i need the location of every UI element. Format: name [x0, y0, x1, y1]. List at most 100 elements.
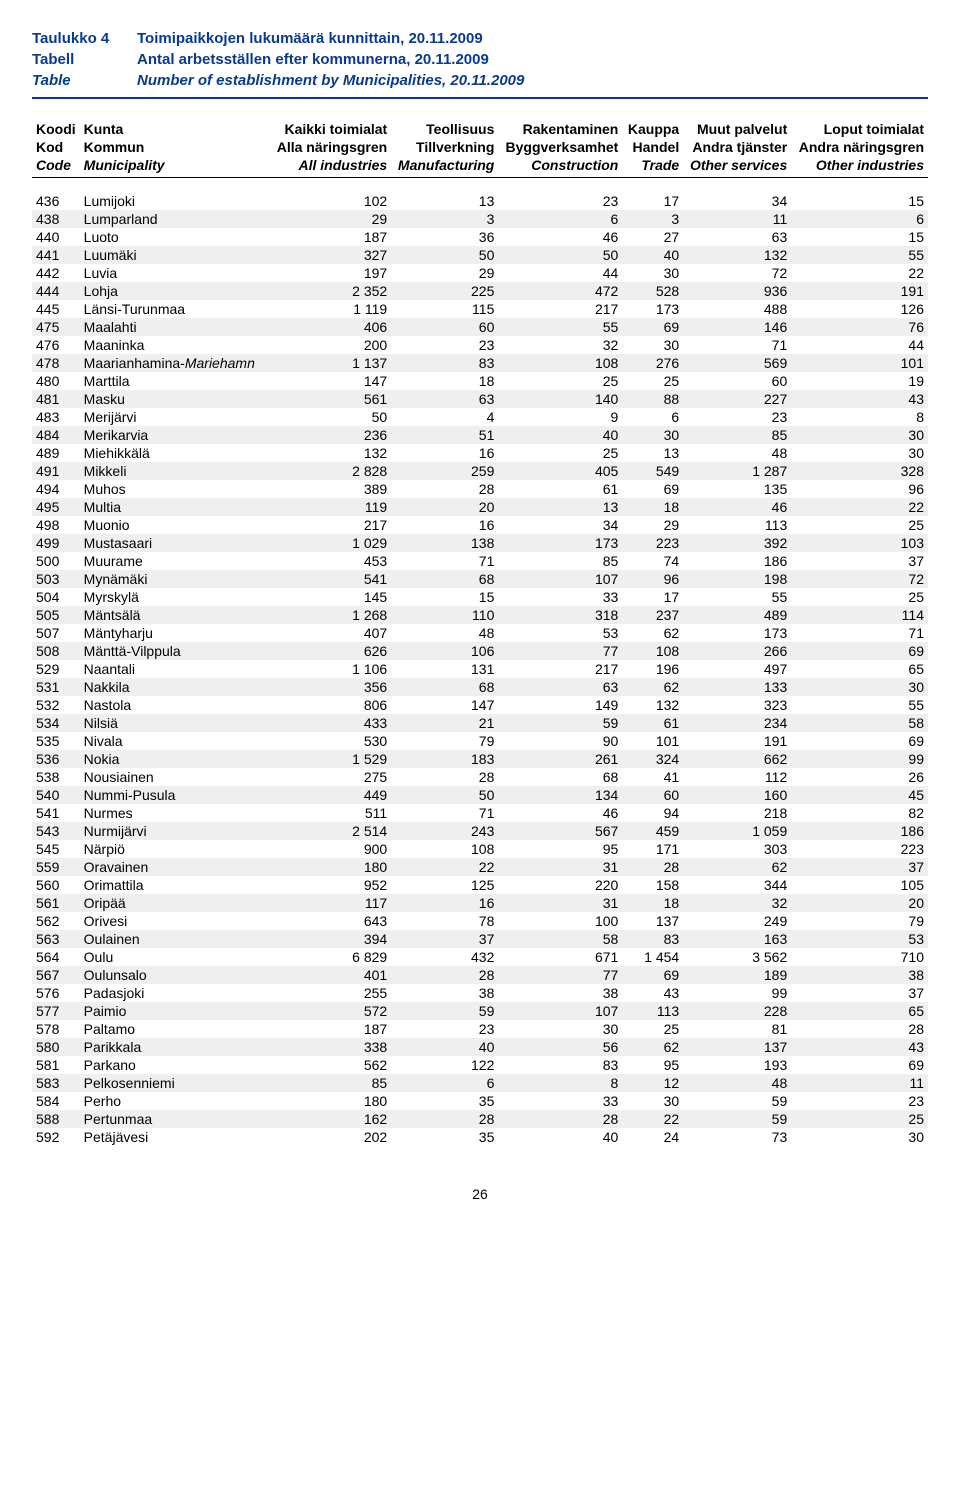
value-cell: 83 [391, 354, 498, 372]
value-cell: 53 [791, 930, 928, 948]
value-cell: 13 [391, 192, 498, 210]
value-cell: 76 [791, 318, 928, 336]
value-cell: 25 [498, 372, 622, 390]
code-cell: 535 [32, 732, 80, 750]
value-cell: 63 [683, 228, 791, 246]
value-cell: 626 [270, 642, 392, 660]
value-cell: 8 [791, 408, 928, 426]
table-row: 494Muhos38928616913596 [32, 480, 928, 498]
header-cell: Other industries [791, 157, 928, 178]
value-cell: 100 [498, 912, 622, 930]
value-cell: 356 [270, 678, 392, 696]
value-cell: 38 [391, 984, 498, 1002]
header-cell: Loput toimialat [791, 121, 928, 139]
code-cell: 540 [32, 786, 80, 804]
code-cell: 584 [32, 1092, 80, 1110]
value-cell: 162 [270, 1110, 392, 1128]
value-cell: 22 [391, 858, 498, 876]
value-cell: 952 [270, 876, 392, 894]
table-row: 535Nivala530799010119169 [32, 732, 928, 750]
code-cell: 505 [32, 606, 80, 624]
name-cell: Masku [80, 390, 270, 408]
value-cell: 146 [683, 318, 791, 336]
name-cell: Nilsiä [80, 714, 270, 732]
value-cell: 17 [622, 588, 683, 606]
table-row: 440Luoto1873646276315 [32, 228, 928, 246]
value-cell: 133 [683, 678, 791, 696]
value-cell: 28 [791, 1020, 928, 1038]
table-row: 476Maaninka2002332307144 [32, 336, 928, 354]
value-cell: 145 [270, 588, 392, 606]
value-cell: 180 [270, 858, 392, 876]
code-cell: 503 [32, 570, 80, 588]
value-cell: 567 [498, 822, 622, 840]
value-cell: 3 562 [683, 948, 791, 966]
value-cell: 71 [683, 336, 791, 354]
table-row: 500Muurame45371857418637 [32, 552, 928, 570]
title-en: Table Number of establishment by Municip… [32, 70, 928, 91]
value-cell: 530 [270, 732, 392, 750]
value-cell: 79 [391, 732, 498, 750]
value-cell: 48 [391, 624, 498, 642]
code-cell: 500 [32, 552, 80, 570]
value-cell: 61 [622, 714, 683, 732]
value-cell: 77 [498, 642, 622, 660]
value-cell: 406 [270, 318, 392, 336]
value-cell: 83 [498, 1056, 622, 1074]
value-cell: 25 [498, 444, 622, 462]
value-cell: 1 268 [270, 606, 392, 624]
value-cell: 449 [270, 786, 392, 804]
value-cell: 23 [391, 336, 498, 354]
value-cell: 183 [391, 750, 498, 768]
value-cell: 1 137 [270, 354, 392, 372]
value-cell: 20 [791, 894, 928, 912]
value-cell: 15 [791, 228, 928, 246]
value-cell: 35 [391, 1092, 498, 1110]
value-cell: 266 [683, 642, 791, 660]
value-cell: 16 [391, 894, 498, 912]
value-cell: 55 [791, 246, 928, 264]
value-cell: 569 [683, 354, 791, 372]
name-cell: Paltamo [80, 1020, 270, 1038]
table-row: 532Nastola80614714913232355 [32, 696, 928, 714]
code-cell: 484 [32, 426, 80, 444]
header-cell: Trade [622, 157, 683, 178]
value-cell: 4 [391, 408, 498, 426]
value-cell: 62 [622, 624, 683, 642]
value-cell: 2 828 [270, 462, 392, 480]
value-cell: 218 [683, 804, 791, 822]
value-cell: 497 [683, 660, 791, 678]
table-row: 436Lumijoki1021323173415 [32, 192, 928, 210]
value-cell: 56 [498, 1038, 622, 1056]
header-cell: Kod [32, 139, 80, 157]
value-cell: 50 [391, 786, 498, 804]
name-cell: Lumijoki [80, 192, 270, 210]
value-cell: 138 [391, 534, 498, 552]
name-cell: Merijärvi [80, 408, 270, 426]
value-cell: 234 [683, 714, 791, 732]
value-cell: 59 [683, 1092, 791, 1110]
value-cell: 202 [270, 1128, 392, 1146]
code-cell: 436 [32, 192, 80, 210]
value-cell: 122 [391, 1056, 498, 1074]
table-row: 564Oulu6 8294326711 4543 562710 [32, 948, 928, 966]
value-cell: 2 514 [270, 822, 392, 840]
value-cell: 806 [270, 696, 392, 714]
value-cell: 108 [391, 840, 498, 858]
value-cell: 77 [498, 966, 622, 984]
name-cell: Mänttä-Vilppula [80, 642, 270, 660]
value-cell: 561 [270, 390, 392, 408]
value-cell: 132 [683, 246, 791, 264]
code-cell: 588 [32, 1110, 80, 1128]
code-cell: 445 [32, 300, 80, 318]
value-cell: 40 [498, 426, 622, 444]
name-cell: Mikkeli [80, 462, 270, 480]
value-cell: 197 [270, 264, 392, 282]
name-cell: Luvia [80, 264, 270, 282]
value-cell: 324 [622, 750, 683, 768]
header-cell: Construction [498, 157, 622, 178]
value-cell: 1 106 [270, 660, 392, 678]
value-cell: 68 [391, 570, 498, 588]
value-cell: 135 [683, 480, 791, 498]
value-cell: 572 [270, 1002, 392, 1020]
